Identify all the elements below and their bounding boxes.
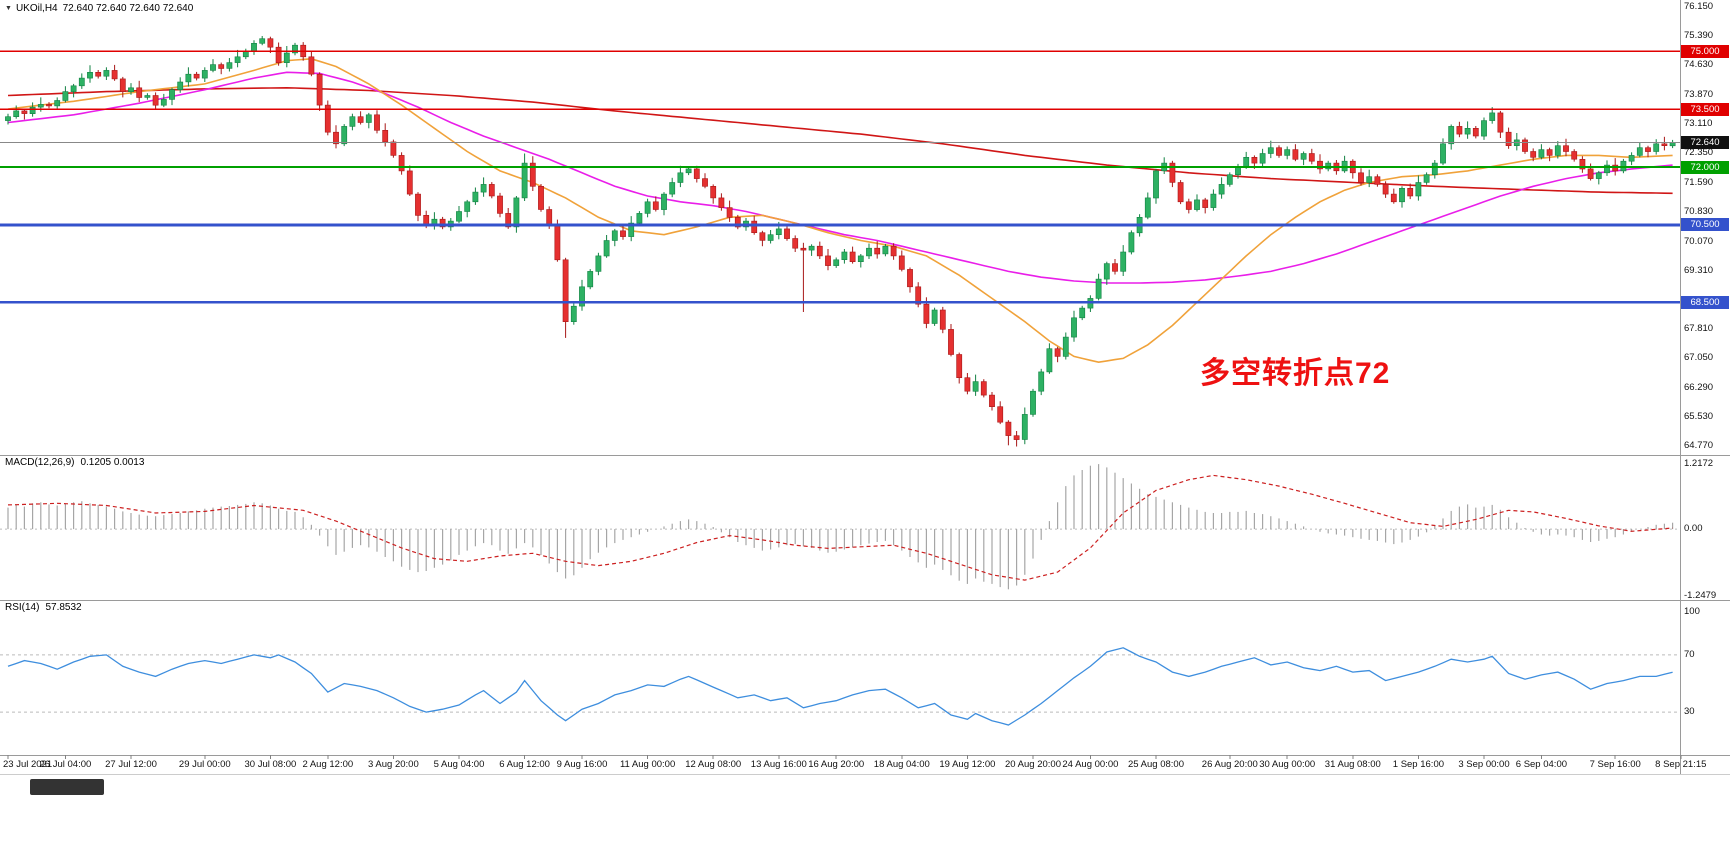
symbol-period-label: ▼ UKOil,H4 72.640 72.640 72.640 72.640 xyxy=(5,3,198,14)
horizontal-levels-layer[interactable] xyxy=(0,50,1680,304)
rsi-value: 57.8532 xyxy=(45,602,82,613)
taskbar-item[interactable] xyxy=(30,779,104,795)
chart-dropdown-icon[interactable]: ▼ xyxy=(5,5,12,12)
symbol-name: UKOil,H4 xyxy=(15,3,58,14)
macd-indicator-label: MACD(12,26,9) 0.1205 0.0013 xyxy=(5,457,150,468)
moving-averages-layer xyxy=(7,57,1673,364)
annotation-text: 多空转折点72 xyxy=(1200,357,1391,390)
macd-name: MACD(12,26,9) xyxy=(5,457,75,468)
candles-layer xyxy=(5,36,1676,447)
macd-values: 0.1205 0.0013 xyxy=(80,457,145,468)
ohlc-values: 72.640 72.640 72.640 72.640 xyxy=(62,3,194,14)
rsi-name: RSI(14) xyxy=(5,602,40,613)
macd-layer xyxy=(0,464,1680,590)
rsi-indicator-label: RSI(14) 57.8532 xyxy=(5,602,88,613)
panel-separators xyxy=(0,0,1730,775)
rsi-layer xyxy=(0,647,1680,726)
chart-canvas[interactable] xyxy=(0,0,1730,775)
